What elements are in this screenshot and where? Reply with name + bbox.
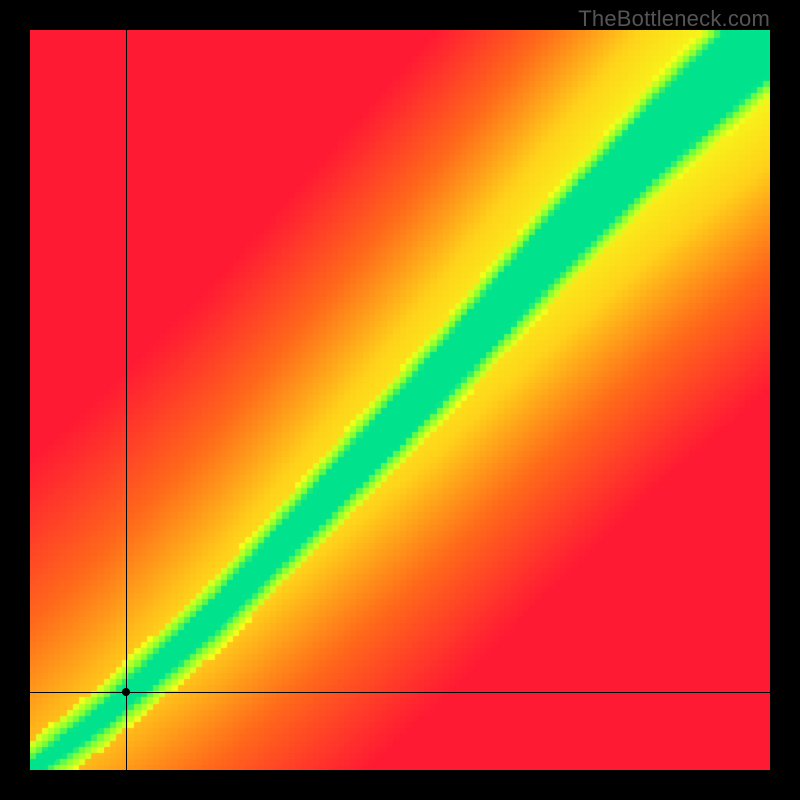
crosshair-vertical xyxy=(126,30,127,770)
heatmap-canvas xyxy=(30,30,770,770)
plot-area xyxy=(30,30,770,770)
crosshair-horizontal xyxy=(30,692,770,693)
watermark-text: TheBottleneck.com xyxy=(578,6,770,32)
chart-container: TheBottleneck.com xyxy=(0,0,800,800)
crosshair-marker xyxy=(122,688,130,696)
